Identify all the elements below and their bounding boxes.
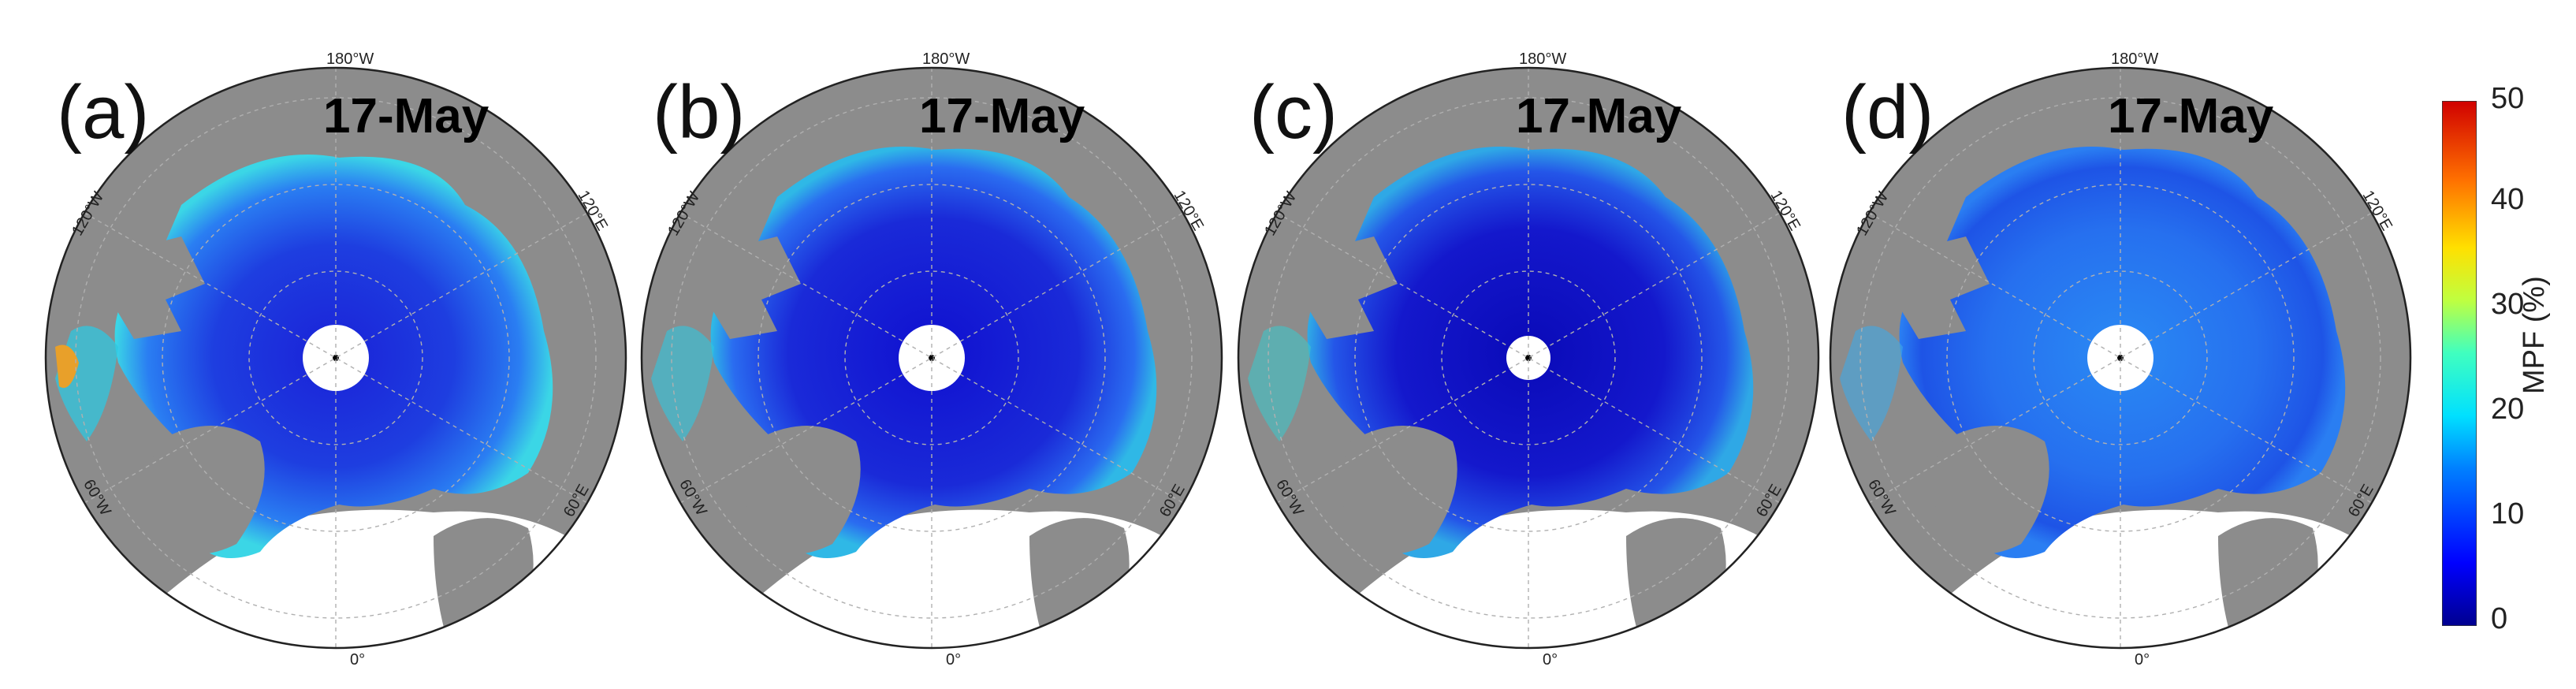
melt-pond-hotspot xyxy=(55,344,79,388)
colorbar-tick: 30 xyxy=(2491,288,2525,321)
map-b xyxy=(640,66,1223,650)
map-boundary xyxy=(640,66,1223,650)
north-pole-marker xyxy=(333,355,339,361)
canadian-archipelago xyxy=(110,236,205,339)
greenland xyxy=(746,426,861,554)
longitude-label-180w: 180°W xyxy=(1519,50,1567,68)
graticule xyxy=(75,68,597,648)
longitude-label-0: 0° xyxy=(350,651,366,669)
panel-a: (a) 17-May 180°W 0° 120°W 120°E 60°W 60°… xyxy=(24,0,654,689)
longitude-label-0: 0° xyxy=(2135,651,2150,669)
greenland xyxy=(150,426,265,554)
panel-c: (c) 17-May 180°W 0° 120°W 120°E 60°W 60°… xyxy=(1216,0,1847,689)
longitude-label-180w: 180°W xyxy=(326,50,374,68)
colorbar-tick: 10 xyxy=(2491,497,2525,531)
map-c xyxy=(1237,66,1820,650)
colorbar-tick: 50 xyxy=(2491,82,2525,115)
colorbar-title: MPF (%) xyxy=(2518,276,2551,394)
map-boundary xyxy=(1237,66,1820,650)
graticule xyxy=(1859,68,2381,648)
date-label: 17-May xyxy=(919,89,1085,143)
map-a xyxy=(44,66,627,650)
north-pole-marker xyxy=(929,355,935,361)
panel-d: (d) 17-May 180°W 0° 120°W 120°E 60°W 60°… xyxy=(1808,0,2439,689)
map-d xyxy=(1829,66,2412,650)
canadian-archipelago xyxy=(1895,236,1990,339)
canadian-archipelago xyxy=(1303,236,1398,339)
north-pole-marker xyxy=(2117,355,2124,361)
map-boundary xyxy=(1829,66,2412,650)
greenland xyxy=(1342,426,1457,554)
date-label: 17-May xyxy=(2108,89,2274,143)
colorbar-tick: 40 xyxy=(2491,183,2525,216)
sea-ice-edge xyxy=(651,326,714,441)
map-boundary xyxy=(44,66,627,650)
north-pole-marker xyxy=(1525,355,1532,361)
canadian-archipelago xyxy=(706,236,801,339)
graticule xyxy=(671,68,1193,648)
colorbar-tick: 0 xyxy=(2491,602,2508,635)
longitude-label-180w: 180°W xyxy=(2111,50,2159,68)
colorbar xyxy=(2442,101,2477,626)
sea-ice-edge xyxy=(1248,326,1311,441)
longitude-label-0: 0° xyxy=(946,651,962,669)
panel-label: (a) xyxy=(57,70,150,155)
date-label: 17-May xyxy=(1516,89,1682,143)
colorbar-tick: 20 xyxy=(2491,393,2525,426)
panel-label: (d) xyxy=(1841,70,1934,155)
panel-b: (b) 17-May 180°W 0° 120°W 120°E 60°W 60°… xyxy=(620,0,1250,689)
date-label: 17-May xyxy=(323,89,490,143)
panel-label: (b) xyxy=(653,70,746,155)
greenland xyxy=(1934,426,2049,554)
longitude-label-180w: 180°W xyxy=(922,50,970,68)
longitude-label-0: 0° xyxy=(1543,651,1558,669)
sea-ice-edge xyxy=(1840,326,1903,441)
graticule xyxy=(1268,68,1789,648)
colorbar-gradient xyxy=(2442,101,2477,626)
panel-label: (c) xyxy=(1249,70,1338,155)
